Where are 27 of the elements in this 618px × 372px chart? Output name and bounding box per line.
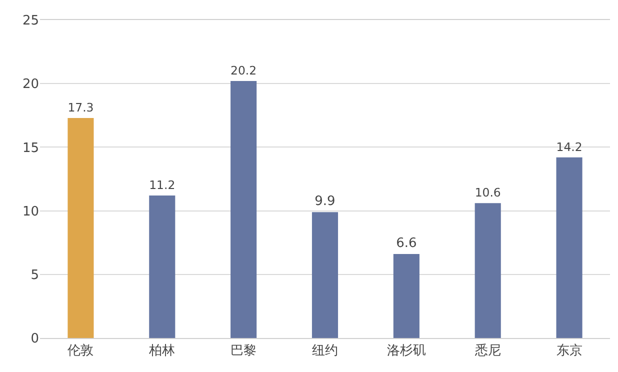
bar xyxy=(556,157,582,338)
y-tick-label: 20 xyxy=(22,77,39,92)
data-label: 11.2 xyxy=(149,178,176,192)
x-tick-label: 纽约 xyxy=(312,344,338,359)
data-label: 20.2 xyxy=(230,63,257,78)
x-tick-label: 巴黎 xyxy=(230,344,257,359)
bar xyxy=(474,203,501,338)
data-label: 9.9 xyxy=(314,194,336,210)
bar xyxy=(68,118,94,338)
y-tick-label: 25 xyxy=(22,14,39,29)
x-tick-label: 悉尼 xyxy=(474,344,501,359)
y-tick-label: 0 xyxy=(30,332,39,347)
data-label: 6.6 xyxy=(396,236,417,252)
y-tick-label: 10 xyxy=(22,204,39,220)
data-label: 14.2 xyxy=(556,140,582,154)
x-tick-label: 伦敦 xyxy=(68,344,94,359)
y-tick-label: 5 xyxy=(30,268,39,283)
y-tick-label: 15 xyxy=(22,140,39,156)
bar xyxy=(393,254,420,338)
bar xyxy=(149,196,176,338)
x-tick-label: 东京 xyxy=(556,344,582,359)
x-tick-label: 柏林 xyxy=(148,344,176,359)
data-label: 17.3 xyxy=(68,100,94,114)
x-tick-label: 洛杉矶 xyxy=(386,344,426,359)
bar xyxy=(230,81,257,338)
data-label: 10.6 xyxy=(474,186,501,200)
bar xyxy=(312,212,338,338)
